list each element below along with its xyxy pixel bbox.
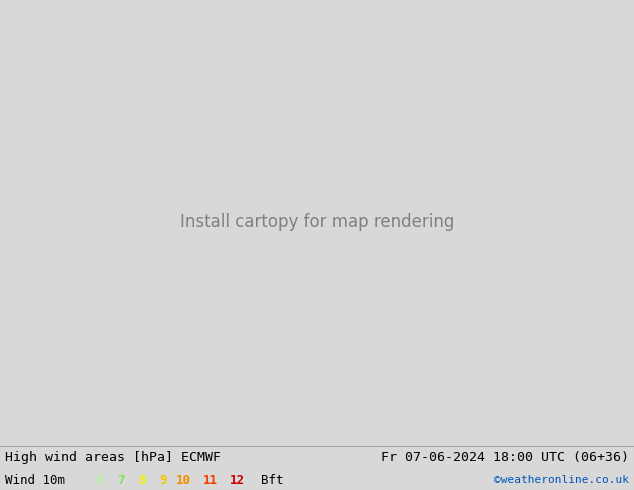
Text: Install cartopy for map rendering: Install cartopy for map rendering	[180, 214, 454, 231]
Text: ©weatheronline.co.uk: ©weatheronline.co.uk	[494, 475, 629, 485]
Text: Wind 10m: Wind 10m	[5, 473, 65, 487]
Text: 10: 10	[176, 473, 191, 487]
Text: High wind areas [hPa] ECMWF: High wind areas [hPa] ECMWF	[5, 451, 221, 464]
Text: 9: 9	[159, 473, 167, 487]
Text: 12: 12	[230, 473, 245, 487]
Text: Fr 07-06-2024 18:00 UTC (06+36): Fr 07-06-2024 18:00 UTC (06+36)	[381, 451, 629, 464]
Text: Bft: Bft	[261, 473, 283, 487]
Text: 11: 11	[203, 473, 218, 487]
Text: 8: 8	[138, 473, 146, 487]
Text: 6: 6	[96, 473, 104, 487]
Text: 7: 7	[117, 473, 125, 487]
